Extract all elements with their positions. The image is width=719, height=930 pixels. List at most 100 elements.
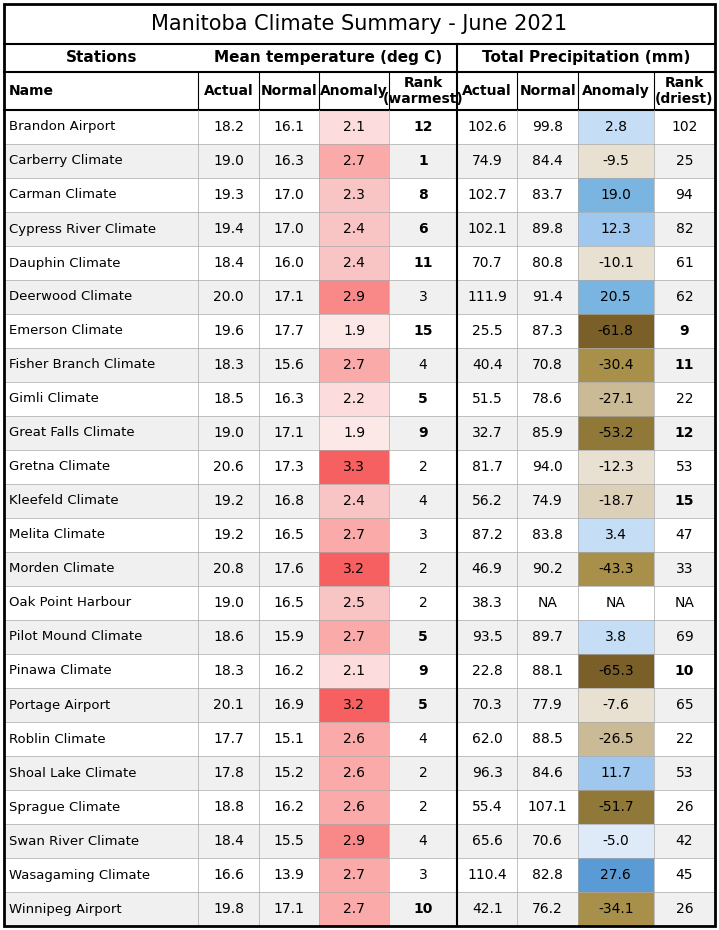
Bar <box>578 722 654 756</box>
Text: -18.7: -18.7 <box>598 494 633 508</box>
Bar <box>4 178 715 212</box>
Text: -5.0: -5.0 <box>603 834 629 848</box>
Text: 26: 26 <box>676 800 693 814</box>
Text: 19.0: 19.0 <box>600 188 631 202</box>
Bar <box>4 450 715 484</box>
Text: 65.6: 65.6 <box>472 834 503 848</box>
Text: -51.7: -51.7 <box>598 800 633 814</box>
Text: Mean temperature (deg C): Mean temperature (deg C) <box>214 50 441 65</box>
Bar <box>319 620 389 654</box>
Text: 19.2: 19.2 <box>213 494 244 508</box>
Text: 70.8: 70.8 <box>532 358 563 372</box>
Text: 16.3: 16.3 <box>273 392 304 406</box>
Text: 2.7: 2.7 <box>343 630 365 644</box>
Text: 17.3: 17.3 <box>273 460 304 474</box>
Text: 19.4: 19.4 <box>213 222 244 236</box>
Text: 3: 3 <box>418 290 428 304</box>
Bar <box>319 110 389 144</box>
Text: NA: NA <box>606 596 626 610</box>
Bar <box>4 722 715 756</box>
Text: 42.1: 42.1 <box>472 902 503 916</box>
Text: 18.3: 18.3 <box>213 358 244 372</box>
Bar <box>319 382 389 416</box>
Text: 17.7: 17.7 <box>213 732 244 746</box>
Text: Manitoba Climate Summary - June 2021: Manitoba Climate Summary - June 2021 <box>152 14 567 34</box>
Text: 5: 5 <box>418 698 428 712</box>
Bar <box>4 824 715 858</box>
Text: 90.2: 90.2 <box>532 562 563 576</box>
Text: 88.1: 88.1 <box>532 664 563 678</box>
Text: 19.3: 19.3 <box>213 188 244 202</box>
Text: 2.9: 2.9 <box>343 834 365 848</box>
Text: 102.1: 102.1 <box>467 222 507 236</box>
Text: 15.1: 15.1 <box>273 732 304 746</box>
Bar <box>4 348 715 382</box>
Text: 2.4: 2.4 <box>343 494 365 508</box>
Text: 20.6: 20.6 <box>213 460 244 474</box>
Bar <box>319 586 389 620</box>
Text: Pilot Mound Climate: Pilot Mound Climate <box>9 631 142 644</box>
Text: 82.8: 82.8 <box>532 868 563 882</box>
Text: 2.3: 2.3 <box>343 188 365 202</box>
Text: Melita Climate: Melita Climate <box>9 528 105 541</box>
Text: 15.9: 15.9 <box>273 630 304 644</box>
Text: 2.4: 2.4 <box>343 256 365 270</box>
Text: 3: 3 <box>418 528 428 542</box>
Bar <box>319 178 389 212</box>
Text: 91.4: 91.4 <box>532 290 563 304</box>
Bar <box>319 790 389 824</box>
Text: Wasagaming Climate: Wasagaming Climate <box>9 869 150 882</box>
Bar <box>4 654 715 688</box>
Text: Emerson Climate: Emerson Climate <box>9 325 123 338</box>
Text: 2.6: 2.6 <box>343 766 365 780</box>
Text: 78.6: 78.6 <box>532 392 563 406</box>
Text: 53: 53 <box>676 460 693 474</box>
Bar <box>578 110 654 144</box>
Text: 19.8: 19.8 <box>213 902 244 916</box>
Text: Name: Name <box>9 84 54 98</box>
Text: 70.3: 70.3 <box>472 698 503 712</box>
Text: 94: 94 <box>676 188 693 202</box>
Text: 74.9: 74.9 <box>532 494 563 508</box>
Text: -61.8: -61.8 <box>598 324 633 338</box>
Text: 4: 4 <box>418 732 428 746</box>
Text: Oak Point Harbour: Oak Point Harbour <box>9 596 131 609</box>
Text: 88.5: 88.5 <box>532 732 563 746</box>
Text: 2: 2 <box>418 562 428 576</box>
Bar <box>578 756 654 790</box>
Text: 2: 2 <box>418 460 428 474</box>
Text: 9: 9 <box>679 324 690 338</box>
Text: 2.2: 2.2 <box>343 392 365 406</box>
Bar <box>4 280 715 314</box>
Text: 16.1: 16.1 <box>273 120 304 134</box>
Text: Fisher Branch Climate: Fisher Branch Climate <box>9 358 155 371</box>
Text: 16.9: 16.9 <box>273 698 304 712</box>
Text: 102: 102 <box>672 120 697 134</box>
Bar <box>578 382 654 416</box>
Text: 2: 2 <box>418 766 428 780</box>
Text: 10: 10 <box>413 902 433 916</box>
Text: 96.3: 96.3 <box>472 766 503 780</box>
Text: Morden Climate: Morden Climate <box>9 563 114 576</box>
Text: 80.8: 80.8 <box>532 256 563 270</box>
Text: -26.5: -26.5 <box>598 732 633 746</box>
Bar <box>4 484 715 518</box>
Text: 17.7: 17.7 <box>273 324 304 338</box>
Text: Brandon Airport: Brandon Airport <box>9 121 115 134</box>
Bar <box>4 552 715 586</box>
Text: 11: 11 <box>674 358 694 372</box>
Bar <box>319 756 389 790</box>
Text: 27.6: 27.6 <box>600 868 631 882</box>
Text: 16.6: 16.6 <box>213 868 244 882</box>
Text: -27.1: -27.1 <box>598 392 633 406</box>
Text: 62: 62 <box>676 290 693 304</box>
Text: 76.2: 76.2 <box>532 902 563 916</box>
Text: 17.0: 17.0 <box>273 222 304 236</box>
Text: 2.7: 2.7 <box>343 358 365 372</box>
Text: 11: 11 <box>413 256 433 270</box>
Text: 22: 22 <box>676 392 693 406</box>
Text: 77.9: 77.9 <box>532 698 563 712</box>
Bar <box>578 314 654 348</box>
Text: 2: 2 <box>418 800 428 814</box>
Bar <box>578 518 654 552</box>
